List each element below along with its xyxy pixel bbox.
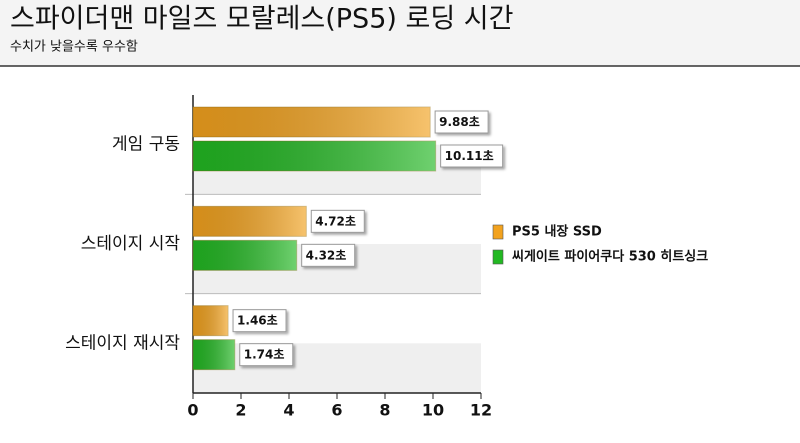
band-stripe	[193, 343, 481, 393]
x-tick-label: 10	[422, 401, 444, 420]
bar-sheen	[193, 107, 431, 137]
value-label-box	[434, 110, 489, 134]
legend-swatch	[492, 224, 504, 240]
bar-sheen	[193, 141, 436, 171]
value-label: 1.74초	[244, 348, 285, 362]
value-label: 1.46초	[237, 314, 278, 328]
chart-subtitle: 수치가 낮을수록 우수함	[10, 40, 138, 55]
value-label-box	[232, 309, 287, 333]
chart-title: 스파이더맨 마일즈 모랄레스(PS5) 로딩 시간	[10, 4, 513, 35]
legend-label: 씨게이트 파이어쿠다 530 히트싱크	[512, 249, 708, 265]
value-label-box	[310, 209, 365, 233]
bar-sheen	[193, 206, 307, 237]
value-label: 9.88초	[439, 115, 480, 129]
value-label: 10.11초	[445, 149, 494, 163]
x-tick-label: 0	[187, 401, 198, 420]
x-tick-label: 2	[235, 401, 246, 420]
value-label-box	[301, 243, 356, 267]
x-tick-label: 12	[470, 401, 492, 420]
y-tick-label: 게임 구동	[112, 135, 180, 155]
legend-label: PS5 내장 SSD	[512, 224, 602, 240]
value-label: 4.72초	[315, 214, 356, 228]
value-label-box	[440, 144, 504, 168]
legend-swatch	[492, 249, 504, 265]
bar-sheen	[193, 305, 229, 336]
x-tick-label: 6	[331, 401, 342, 420]
value-label-box	[239, 343, 294, 367]
y-tick-label: 스테이지 시작	[81, 234, 181, 254]
y-tick-label: 스테이지 재시작	[65, 333, 180, 353]
bar-sheen	[193, 339, 235, 370]
x-tick-label: 4	[283, 401, 294, 420]
header-bg	[0, 0, 800, 66]
bar-sheen	[193, 240, 297, 271]
value-label: 4.32초	[306, 248, 347, 262]
x-tick-label: 8	[379, 401, 390, 420]
